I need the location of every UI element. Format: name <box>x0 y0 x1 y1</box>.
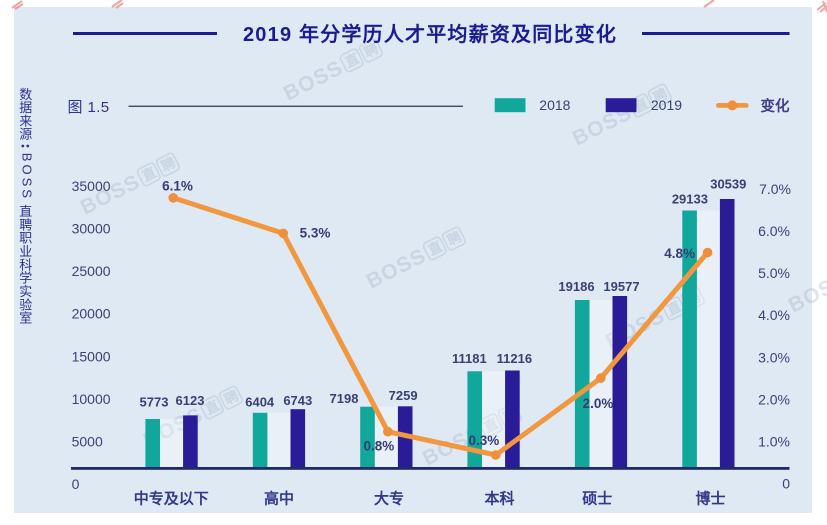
svg-text:数: 数 <box>19 87 32 102</box>
svg-text:本科: 本科 <box>484 489 514 507</box>
svg-text:5773: 5773 <box>140 395 169 410</box>
svg-text:7198: 7198 <box>330 391 359 406</box>
svg-text:大专: 大专 <box>374 489 404 507</box>
svg-text:图 1.5: 图 1.5 <box>68 99 110 116</box>
svg-text:源: 源 <box>19 127 32 142</box>
svg-text:2019 年分学历人才平均薪资及同比变化: 2019 年分学历人才平均薪资及同比变化 <box>243 22 617 46</box>
svg-text:0: 0 <box>782 476 790 492</box>
svg-text:0.8%: 0.8% <box>364 438 395 453</box>
svg-text:BOSS: BOSS <box>20 153 35 201</box>
svg-text:19577: 19577 <box>603 279 639 294</box>
svg-text:硕士: 硕士 <box>582 489 612 507</box>
svg-text:来: 来 <box>19 114 32 129</box>
svg-text:科: 科 <box>19 257 32 272</box>
svg-text:2.0%: 2.0% <box>758 391 790 407</box>
svg-text:6.0%: 6.0% <box>758 223 790 239</box>
svg-text:2019: 2019 <box>651 97 682 113</box>
svg-text:中专及以下: 中专及以下 <box>134 489 209 507</box>
svg-text:11216: 11216 <box>497 351 532 366</box>
svg-text:29133: 29133 <box>672 191 708 206</box>
svg-text:6.1%: 6.1% <box>162 179 193 194</box>
svg-text:高中: 高中 <box>264 489 294 507</box>
svg-text:15000: 15000 <box>72 348 111 364</box>
svg-text:5000: 5000 <box>72 433 103 449</box>
svg-text:10000: 10000 <box>72 391 111 407</box>
svg-text:4.8%: 4.8% <box>664 246 695 261</box>
svg-text:学: 学 <box>19 271 32 286</box>
svg-text:6123: 6123 <box>176 393 205 408</box>
svg-text:7259: 7259 <box>389 388 418 403</box>
svg-text:6743: 6743 <box>283 393 312 408</box>
svg-text:业: 业 <box>19 244 32 259</box>
svg-text:4.0%: 4.0% <box>758 307 790 323</box>
svg-text:11181: 11181 <box>452 351 487 366</box>
svg-text:2018: 2018 <box>539 97 570 113</box>
svg-text:0.3%: 0.3% <box>469 433 500 448</box>
svg-text:职: 职 <box>19 231 32 246</box>
svg-text:20000: 20000 <box>72 306 111 322</box>
svg-text:1.0%: 1.0% <box>758 434 790 450</box>
svg-text:2.0%: 2.0% <box>583 396 614 411</box>
svg-text:实: 实 <box>19 284 32 299</box>
svg-text:25000: 25000 <box>72 263 111 279</box>
svg-text:5.0%: 5.0% <box>758 265 790 281</box>
svg-text:6404: 6404 <box>245 395 275 410</box>
svg-text:7.0%: 7.0% <box>759 181 791 197</box>
svg-text:5.3%: 5.3% <box>300 226 331 241</box>
svg-text:0: 0 <box>72 476 80 492</box>
svg-text:19186: 19186 <box>558 279 594 294</box>
svg-text:博士: 博士 <box>695 489 725 507</box>
svg-text:3.0%: 3.0% <box>758 349 790 365</box>
svg-text:35000: 35000 <box>72 178 111 194</box>
svg-text:30539: 30539 <box>710 177 746 192</box>
svg-text:验: 验 <box>19 297 32 312</box>
svg-text:室: 室 <box>19 311 32 326</box>
svg-text:变化: 变化 <box>761 97 790 115</box>
svg-text:30000: 30000 <box>72 221 111 237</box>
svg-text:据: 据 <box>19 100 32 115</box>
svg-text:直: 直 <box>19 204 32 219</box>
svg-text:聘: 聘 <box>19 217 32 232</box>
